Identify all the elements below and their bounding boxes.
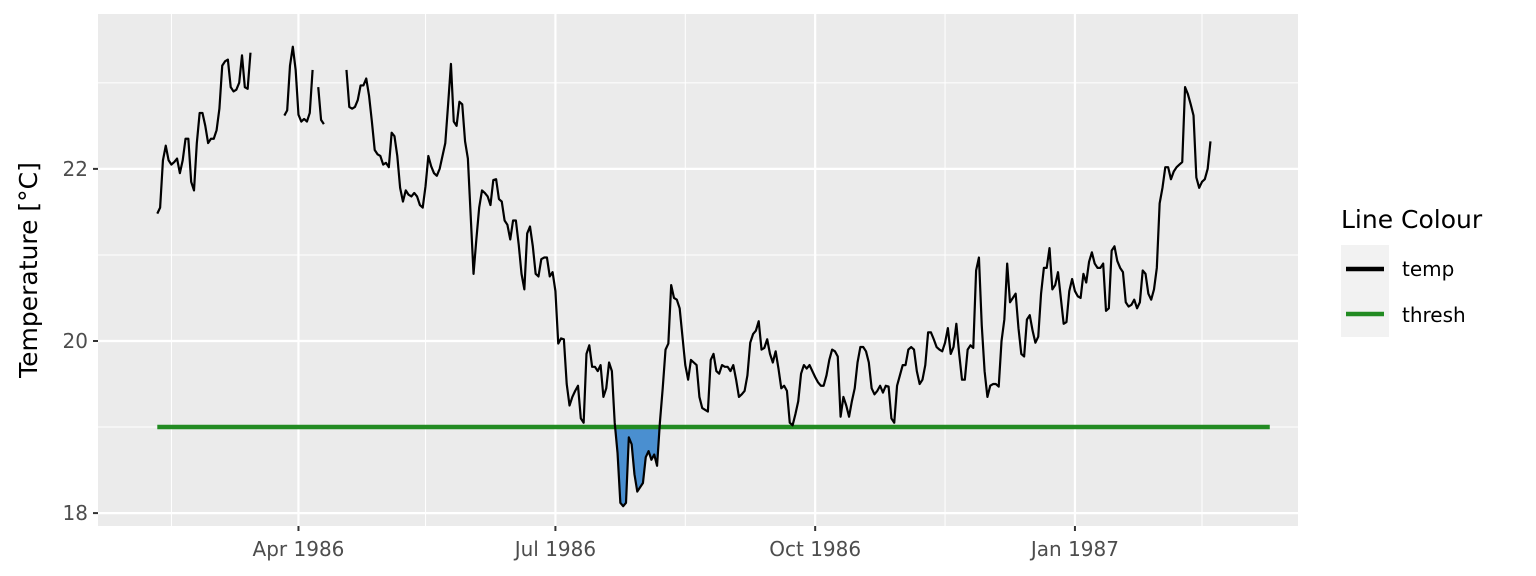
x-tick-label: Oct 1986: [769, 537, 861, 561]
y-axis: 18 20 22: [63, 157, 98, 525]
legend-key-background: [1341, 245, 1389, 337]
temp-line: [156, 45, 1212, 508]
y-axis-title: Temperature [°C]: [14, 162, 43, 379]
y-tick-label: 22: [63, 157, 88, 181]
legend: Line Colour temp thresh: [1341, 205, 1483, 337]
series-layer: [156, 45, 1270, 508]
x-tick-label: Jul 1986: [513, 537, 596, 561]
x-tick-label: Jan 1987: [1029, 537, 1119, 561]
y-tick-label: 20: [63, 329, 88, 353]
legend-title: Line Colour: [1341, 205, 1483, 234]
x-axis: Apr 1986 Jul 1986 Oct 1986 Jan 1987: [253, 526, 1119, 561]
x-tick-label: Apr 1986: [253, 537, 345, 561]
panel-background: [98, 14, 1298, 526]
legend-label-thresh: thresh: [1402, 303, 1466, 327]
legend-label-temp: temp: [1402, 257, 1454, 281]
y-tick-label: 18: [63, 501, 88, 525]
